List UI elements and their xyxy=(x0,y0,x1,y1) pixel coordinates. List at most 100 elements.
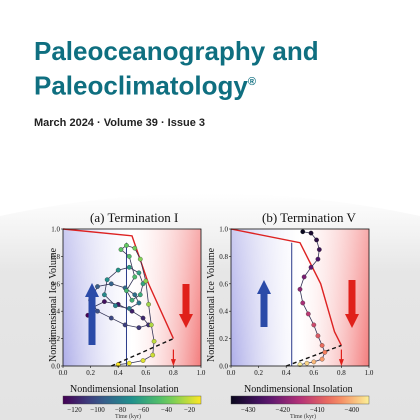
panel-b-xtick-label: 1.0 xyxy=(365,369,374,377)
panel-a-point xyxy=(113,303,118,309)
panel-a-point xyxy=(126,360,132,366)
panel-a-point xyxy=(137,256,143,262)
panel-b-point xyxy=(300,300,306,306)
panel-b-point xyxy=(319,343,325,348)
journal-title-line-2: Paleoclimatology xyxy=(34,70,248,101)
panel-a-point xyxy=(115,267,121,273)
panel-a-colorbar-tick: −100 xyxy=(90,406,105,414)
panel-b-point xyxy=(311,359,317,365)
panel-a-down-arrow xyxy=(179,284,193,328)
panel-a-ytick-label: 0.6 xyxy=(51,280,60,288)
panel-a-point xyxy=(151,338,157,344)
panel-a-colorbar-tick: −40 xyxy=(161,406,172,414)
panel-a-ytick-label: 0.4 xyxy=(51,308,60,316)
panel-b-xtick-label: 0.4 xyxy=(282,369,291,377)
panel-a-dashed-line xyxy=(111,337,174,367)
panel-b-point xyxy=(315,333,321,339)
panel-a-xtick-label: 0.8 xyxy=(169,369,178,377)
panel-b-point xyxy=(308,265,314,270)
panel-a-point xyxy=(126,306,132,311)
panel-b-colorbar-tick: −400 xyxy=(345,406,360,414)
panel-b-ytick-label: 1.0 xyxy=(219,226,228,234)
panel-b-xtick-label: 0.6 xyxy=(309,369,318,377)
panel-a-title: (a) Termination I xyxy=(90,210,179,225)
panel-a-up-arrow xyxy=(85,283,99,345)
panel-a-point xyxy=(146,301,151,307)
panel-a-colorbar-tick: −60 xyxy=(138,406,149,414)
panel-b-point xyxy=(315,256,321,262)
panel-a-point xyxy=(132,292,138,298)
panel-b-point xyxy=(297,286,303,292)
panel-a-point xyxy=(126,254,132,259)
panel-b-down-arrow xyxy=(345,280,359,328)
panel-b-threshold-line xyxy=(230,228,343,346)
panel-a-colorbar-tick: −80 xyxy=(115,406,126,414)
panel-a-point xyxy=(126,265,132,270)
panel-a-point xyxy=(140,358,146,363)
panel-b-ytick-label: 0.0 xyxy=(219,363,228,371)
panel-a-frame xyxy=(62,228,202,367)
panel-b-colorbar xyxy=(230,395,370,405)
panel-b-point xyxy=(319,356,325,362)
panel-a-xtick-label: 0.2 xyxy=(86,369,95,377)
panel-a-point xyxy=(108,315,114,321)
journal-title-line-1: Paleoceanography and xyxy=(34,36,319,66)
registered-mark: ® xyxy=(247,76,256,88)
panel-a-ytick-label: 0.2 xyxy=(51,335,60,343)
panel-a-point xyxy=(132,274,138,280)
panel-b-xtick-label: 0.0 xyxy=(227,369,236,377)
panel-a-point xyxy=(132,245,138,251)
panel-b-colorbar-label: Time (kyr) xyxy=(290,414,316,420)
panel-b-frame xyxy=(230,228,370,367)
panel-a-xtick-label: 0.0 xyxy=(59,369,68,377)
panel-a-point xyxy=(136,300,142,306)
panel-a-point xyxy=(124,243,129,248)
panel-a-ytick-label: 0.8 xyxy=(51,253,60,261)
panel-b-ytick-label: 0.4 xyxy=(219,308,228,316)
panel-b-point xyxy=(305,311,311,317)
panel-a-point xyxy=(104,277,110,283)
panel-a-point xyxy=(122,322,128,328)
panel-b-point xyxy=(314,237,319,243)
panel-a-colorbar-tick: −120 xyxy=(67,406,82,414)
panel-a-point xyxy=(136,325,142,330)
panel-b-xlabel: Nondimensional Insolation xyxy=(244,384,353,395)
panel-b-xtick-label: 0.2 xyxy=(254,369,263,377)
panel-a-xlabel: Nondimensional Insolation xyxy=(70,384,179,395)
panel-a-point xyxy=(129,297,135,303)
panel-b-point xyxy=(308,230,314,236)
panel-b-point xyxy=(322,349,328,355)
panel-a-point xyxy=(124,288,129,293)
panel-b-dashed-line xyxy=(285,344,342,367)
panel-a-point xyxy=(140,315,146,321)
panel-a-xtick-label: 1.0 xyxy=(197,369,206,377)
panel-a-point xyxy=(118,247,124,252)
panel-b-ytick-label: 0.2 xyxy=(219,335,228,343)
panel-b-point xyxy=(311,322,317,328)
panel-b-colorbar-tick: −420 xyxy=(276,406,291,414)
panel-a-point xyxy=(102,299,107,304)
panel-a-xtick-label: 0.4 xyxy=(114,369,123,377)
panel-b-title: (b) Termination V xyxy=(262,210,356,225)
panel-a-colorbar-label: Time (kyr) xyxy=(115,414,141,420)
panel-b-point xyxy=(301,274,307,280)
panel-b-xtick-label: 0.8 xyxy=(337,369,346,377)
panel-b-ytick-label: 0.8 xyxy=(219,253,228,261)
panel-a-ytick-label: 0.0 xyxy=(51,363,60,371)
panel-a-point xyxy=(143,278,149,284)
panel-a-point xyxy=(148,322,154,328)
issue-line: March 2024 · Volume 39 · Issue 3 xyxy=(34,117,205,129)
panel-b-up-arrow xyxy=(257,280,271,327)
panel-b-point xyxy=(304,360,310,366)
panel-b-colorbar-tick: −430 xyxy=(241,406,256,414)
panel-a-point xyxy=(108,281,114,287)
panel-a-point xyxy=(102,292,107,298)
panel-a-point xyxy=(95,284,100,289)
panel-b-colorbar-tick: −410 xyxy=(310,406,325,414)
panel-a-point xyxy=(136,270,142,276)
journal-title: Paleoceanography and Paleoclimatology® xyxy=(34,36,404,102)
panel-b-ytick-label: 0.6 xyxy=(219,280,228,288)
panel-b-point xyxy=(316,247,322,252)
